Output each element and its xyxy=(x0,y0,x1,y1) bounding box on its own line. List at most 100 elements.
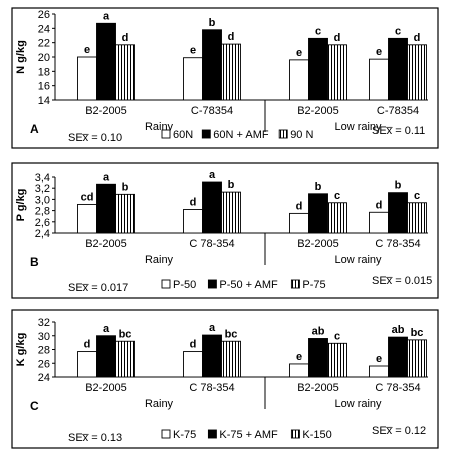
legend-label: K-75 + AMF xyxy=(219,429,278,441)
y-tick-label: 18 xyxy=(38,66,50,78)
y-tick-label: 24 xyxy=(38,372,50,384)
bar xyxy=(289,212,309,234)
panel-b: 2,42,62,83,03,23,4P g/kg cdabB2-2005dabC … xyxy=(11,162,439,299)
category-label: B2-2005 xyxy=(297,382,339,394)
significance-label: bc xyxy=(411,327,424,339)
bar xyxy=(327,342,347,378)
y-axis-label: P g/kg xyxy=(15,189,27,222)
group-label-rainy: Rainy xyxy=(145,398,174,410)
category-label: C-78354 xyxy=(377,105,419,117)
legend-label: P-50 xyxy=(173,279,196,291)
significance-label: bc xyxy=(225,328,238,340)
significance-label: bc xyxy=(119,328,132,340)
significance-label: c xyxy=(334,330,340,342)
significance-label: e xyxy=(376,46,382,58)
significance-label: b xyxy=(228,179,235,191)
bar xyxy=(327,44,347,101)
se-label-rainy: SEx̅ = 0.017 xyxy=(68,282,128,294)
bar xyxy=(388,192,408,234)
bar xyxy=(183,351,203,378)
significance-label: b xyxy=(315,181,322,193)
category-label: B2-2005 xyxy=(85,382,127,394)
bar xyxy=(369,58,389,101)
category-label: B2-2005 xyxy=(297,105,339,117)
category-label: C 78-354 xyxy=(375,382,420,394)
significance-label: e xyxy=(296,351,302,363)
se-label-low-rainy: SEx̅ = 0.12 xyxy=(372,425,426,437)
se-label-rainy: SEx̅ = 0.10 xyxy=(68,132,122,144)
y-tick-label: 24 xyxy=(38,23,50,35)
y-tick-label: 3,4 xyxy=(35,172,50,184)
y-tick-label: 3,0 xyxy=(35,194,50,206)
y-tick-label: 3,2 xyxy=(35,183,50,195)
legend-label: K-75 xyxy=(173,429,196,441)
bar xyxy=(115,193,135,234)
significance-label: ab xyxy=(392,324,405,336)
category-label: C 78-354 xyxy=(375,238,420,250)
significance-label: d xyxy=(84,339,91,351)
significance-label: c xyxy=(395,25,401,37)
significance-label: d xyxy=(334,32,341,44)
y-tick-label: 2,8 xyxy=(35,206,50,218)
legend-swatch xyxy=(161,429,171,439)
y-tick-label: 22 xyxy=(38,38,50,50)
legend-swatch xyxy=(201,129,211,139)
bar xyxy=(221,43,241,101)
group-label-low-rainy: Low rainy xyxy=(334,398,382,410)
significance-label: a xyxy=(209,322,216,334)
y-tick-label: 28 xyxy=(38,345,50,357)
bar xyxy=(407,339,427,378)
bar xyxy=(308,338,328,378)
y-tick-label: 20 xyxy=(38,52,50,64)
legend-swatch xyxy=(207,429,217,439)
category-label: C-78354 xyxy=(191,105,233,117)
y-tick-label: 2,6 xyxy=(35,217,50,229)
panel-letter: A xyxy=(30,122,39,136)
bar xyxy=(115,44,135,101)
significance-label: cd xyxy=(81,191,94,203)
legend-label: K-150 xyxy=(302,429,331,441)
significance-label: e xyxy=(376,353,382,365)
significance-label: a xyxy=(103,10,110,22)
bar xyxy=(202,334,222,378)
legend-swatch xyxy=(161,129,171,139)
significance-label: c xyxy=(334,190,340,202)
legend-swatch xyxy=(161,279,171,289)
bar xyxy=(77,203,97,234)
significance-label: e xyxy=(84,44,90,56)
category-label: B2-2005 xyxy=(85,105,127,117)
significance-label: b xyxy=(395,180,402,192)
bar xyxy=(407,202,427,234)
significance-label: e xyxy=(190,45,196,57)
significance-label: d xyxy=(296,200,303,212)
panel-letter: C xyxy=(30,399,39,413)
significance-label: d xyxy=(122,32,129,44)
y-axis-label: K g/kg xyxy=(15,333,27,367)
legend-label: P-75 xyxy=(302,279,325,291)
se-label-rainy: SEx̅ = 0.13 xyxy=(68,432,122,444)
bar xyxy=(77,56,97,101)
y-axis-label: N g/kg xyxy=(15,40,27,74)
category-label: B2-2005 xyxy=(297,238,339,250)
category-label: C 78-354 xyxy=(189,238,234,250)
bar xyxy=(308,193,328,234)
category-label: B2-2005 xyxy=(85,238,127,250)
category-label: C 78-354 xyxy=(189,382,234,394)
legend-swatch xyxy=(290,279,300,289)
legend-swatch xyxy=(278,129,288,139)
significance-label: d xyxy=(190,196,197,208)
bar xyxy=(327,202,347,234)
legend-label: 90 N xyxy=(290,129,313,141)
bar xyxy=(96,335,116,378)
y-tick-label: 32 xyxy=(38,317,50,329)
significance-label: d xyxy=(414,32,421,44)
y-tick-label: 16 xyxy=(38,81,50,93)
bar xyxy=(388,336,408,378)
bar xyxy=(183,57,203,101)
bar xyxy=(221,340,241,378)
bar xyxy=(369,365,389,378)
bar xyxy=(289,363,309,378)
